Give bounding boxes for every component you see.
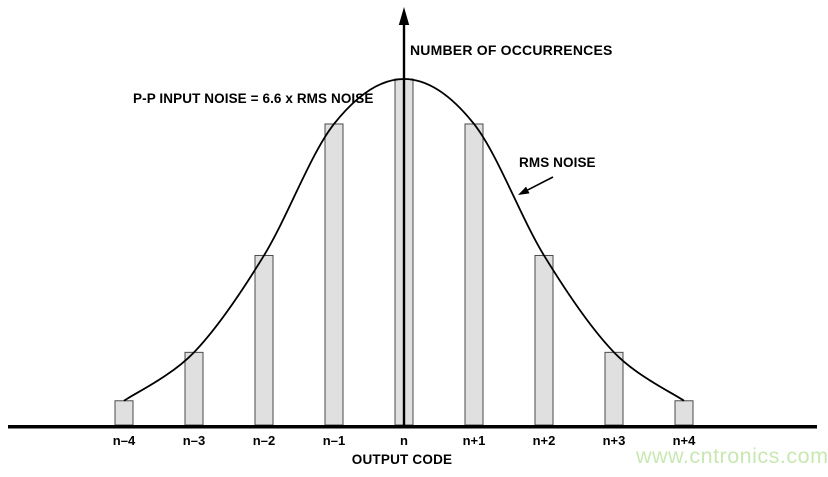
x-tick-label: n+2 [532,433,556,448]
histogram-bar [464,123,484,426]
rms-noise-arrow [527,176,554,191]
watermark: www.cntronics.com [636,444,828,468]
histogram-bar [324,123,344,426]
rms-noise-label: RMS NOISE [519,155,596,170]
x-axis-line [8,425,817,429]
rms-noise-arrow-head [518,186,530,195]
x-axis-title: OUTPUT CODE [351,452,453,467]
x-tick-label: n–4 [112,433,136,448]
x-tick-label: n–1 [322,433,346,448]
x-tick-label: n–3 [182,433,206,448]
x-tick-label: n [400,433,408,448]
y-axis-title: NUMBER OF OCCURRENCES [410,42,613,58]
histogram-bar [254,254,274,426]
histogram-bar [184,351,204,426]
histogram-bar [534,254,554,426]
pp-input-noise-annotation: P-P INPUT NOISE = 6.6 x RMS NOISE [133,91,374,106]
x-tick-label: n+1 [462,433,486,448]
histogram-bar [114,400,134,426]
histogram-bar [604,351,624,426]
y-axis-arrowhead [398,7,410,25]
x-tick-label: n+3 [602,433,626,448]
x-tick-label: n–2 [252,433,276,448]
histogram-bar [674,400,694,426]
x-tick-label: n+4 [672,433,696,448]
